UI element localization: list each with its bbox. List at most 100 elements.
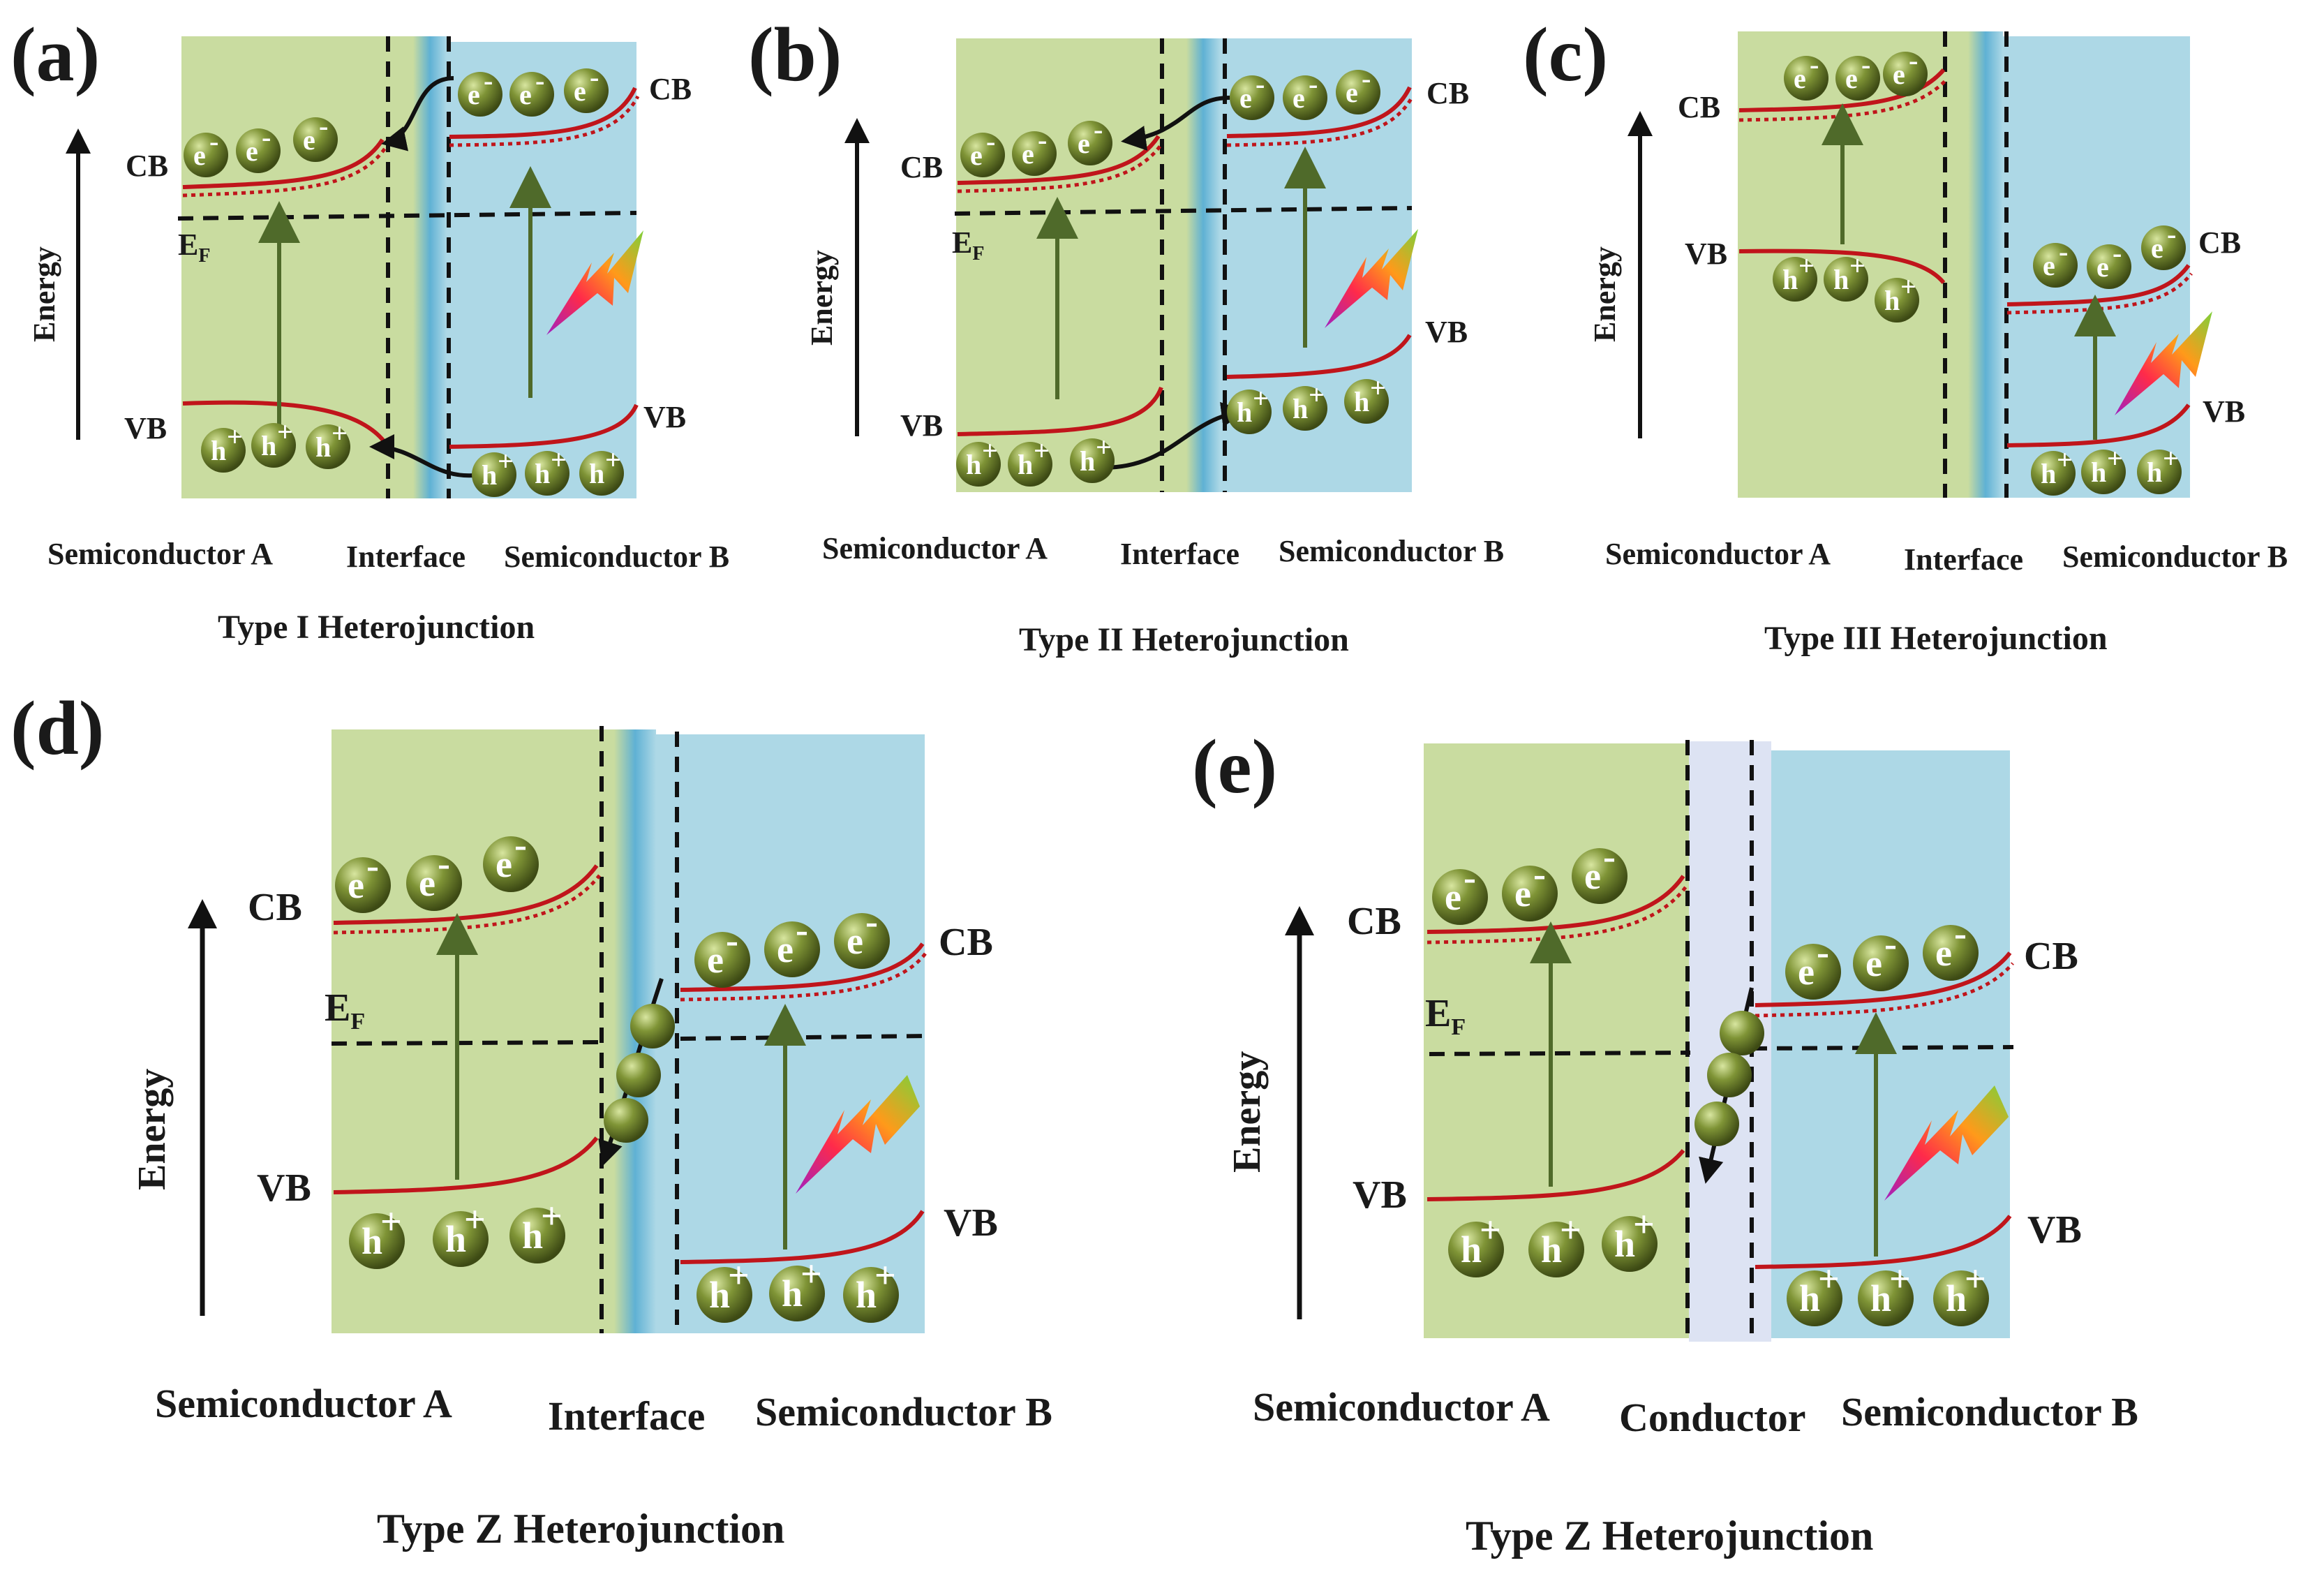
panel-c-cb-band-a — [1738, 68, 1946, 112]
svg-text:-: - — [2059, 236, 2068, 267]
svg-text:h: h — [1541, 1229, 1562, 1270]
panel-d-vb-label: VB — [257, 1166, 311, 1210]
svg-text:+: + — [2057, 444, 2073, 475]
svg-text:h: h — [362, 1220, 382, 1262]
svg-text:+: + — [277, 416, 293, 447]
panel-d-electron: e- — [483, 824, 539, 892]
panel-e-energy-label: Energy — [1226, 1051, 1269, 1173]
panel-a-electron: e- — [236, 121, 281, 173]
panel-b-light-icon — [1325, 229, 1418, 328]
panel-b-cb-band-a-shifted — [957, 143, 1163, 193]
svg-text:-: - — [1038, 124, 1047, 156]
panel-e-cb-band-a-shifted — [1427, 885, 1688, 944]
panel-c-light-icon — [2115, 311, 2212, 415]
svg-text:e: e — [1794, 63, 1806, 94]
svg-text:-: - — [986, 126, 995, 157]
svg-text:e: e — [1022, 138, 1034, 170]
panel-b-label: (b) — [748, 12, 842, 97]
panel-e-recombination-carrier — [1707, 1053, 1752, 1097]
svg-text:-: - — [484, 65, 493, 96]
svg-text:-: - — [1362, 63, 1371, 94]
svg-text:h: h — [1237, 396, 1252, 428]
svg-text:-: - — [1603, 836, 1616, 877]
svg-text:h: h — [1018, 449, 1033, 480]
svg-text:e: e — [1865, 942, 1882, 984]
panel-b-cb-band-a — [957, 135, 1161, 185]
panel-c-hole: h + — [1773, 250, 1817, 302]
svg-text:+: + — [541, 1195, 563, 1237]
panel-d-cb-band-b-shifted — [680, 952, 927, 1002]
panel-a-energy-label: Energy — [27, 246, 61, 342]
panel-a-label: (a) — [10, 12, 100, 97]
panel-d-vb-band-a — [333, 1136, 599, 1194]
panel-a-cb-right-label: CB — [649, 72, 692, 106]
panel-e-light-icon — [1884, 1085, 2009, 1201]
panel-b-electron: e- — [1012, 124, 1057, 176]
panel-d-semiconductor-a-caption: Semiconductor A — [155, 1381, 452, 1426]
panel-b-fermi-label: EF — [952, 225, 984, 265]
panel-d-energy-label: Energy — [131, 1069, 174, 1190]
panel-a-hole-transfer-arrow — [369, 434, 482, 478]
svg-text:+: + — [874, 1254, 896, 1296]
svg-text:e: e — [1293, 82, 1305, 114]
panel-a: (a) Energy CB VB EF CB VB e- e- e- — [10, 12, 729, 646]
panel-b-energy-label: Energy — [805, 250, 839, 346]
svg-text:e: e — [1845, 63, 1858, 94]
panel-e-electron: e- — [1923, 912, 1979, 981]
panel-b-vb-band-b — [1226, 334, 1412, 379]
panel-d-cb-band-b — [680, 942, 925, 992]
panel-d-interface-caption: Interface — [548, 1393, 705, 1439]
panel-a-hole: h + — [579, 444, 624, 496]
panel-d: (d) Energy CB VB EF CB VB e- e- e- h+ h+… — [10, 685, 1052, 1552]
panel-b-interface-caption: Interface — [1120, 537, 1239, 571]
svg-text:h: h — [2147, 457, 2162, 488]
svg-text:h: h — [535, 458, 550, 489]
svg-text:h: h — [1782, 264, 1798, 295]
svg-text:+: + — [728, 1254, 750, 1296]
svg-text:h: h — [1080, 445, 1095, 477]
panel-e-vb-label: VB — [1353, 1173, 1407, 1217]
panel-c-hole: h + — [2031, 444, 2076, 496]
svg-text:h: h — [211, 435, 226, 466]
svg-text:+: + — [1900, 271, 1916, 302]
panel-a-interface-region — [413, 36, 447, 498]
svg-text:e: e — [496, 843, 512, 885]
panel-e-electron: e- — [1502, 853, 1558, 921]
svg-text:e: e — [970, 140, 983, 171]
panel-a-electron: e- — [509, 65, 554, 117]
svg-text:e: e — [468, 79, 480, 110]
panel-a-vb-label: VB — [124, 411, 167, 445]
panel-b: (b) Energy CB VB EF CB VB e- e- e- e- e-… — [748, 12, 1504, 658]
svg-text:+: + — [551, 444, 567, 475]
svg-text:+: + — [605, 444, 621, 475]
panel-d-electron: e- — [764, 909, 820, 977]
svg-text:-: - — [726, 919, 738, 961]
panel-e-cb-band-a — [1427, 875, 1685, 934]
svg-text:e: e — [1078, 128, 1090, 159]
svg-text:+: + — [1849, 250, 1865, 281]
panel-b-vb-band-a — [957, 386, 1163, 436]
panel-a-semiconductor-b-caption: Semiconductor B — [504, 540, 729, 574]
panel-c-electron: e- — [2087, 237, 2131, 289]
panel-a-light-icon — [546, 230, 643, 335]
panel-d-hole: h+ — [509, 1195, 565, 1263]
svg-text:e: e — [2096, 251, 2109, 283]
panel-b-title: Type II Heterojunction — [1019, 621, 1349, 658]
panel-d-hole: h+ — [843, 1254, 899, 1323]
panel-e-vb-band-b — [1755, 1215, 2012, 1269]
svg-text:e: e — [348, 864, 364, 906]
panel-b-cb-label: CB — [900, 150, 943, 184]
panel-e-electron: e- — [1432, 857, 1488, 925]
svg-text:h: h — [589, 458, 604, 489]
panel-e-cb-label: CB — [1347, 900, 1401, 943]
panel-e-semiconductor-b-region — [1771, 750, 2010, 1338]
svg-text:h: h — [782, 1273, 803, 1314]
panel-e-label: (e) — [1192, 724, 1277, 809]
panel-d-electron: e- — [834, 900, 890, 969]
svg-text:-: - — [1256, 68, 1265, 100]
panel-e-semiconductor-b-caption: Semiconductor B — [1841, 1389, 2138, 1435]
panel-d-electron: e- — [335, 845, 391, 913]
panel-a-interface-caption: Interface — [346, 540, 465, 574]
panel-c-electron: e- — [2141, 218, 2186, 270]
